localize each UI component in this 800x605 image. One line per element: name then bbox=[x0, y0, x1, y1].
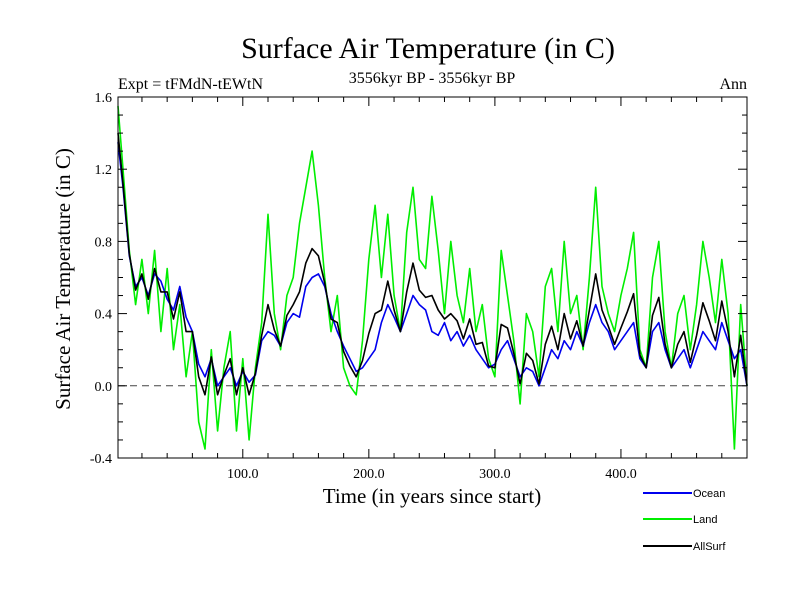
experiment-label: Expt = tFMdN-tEWtN bbox=[118, 76, 263, 93]
x-tick-label: 100.0 bbox=[227, 467, 259, 482]
period-label: 3556kyr BP - 3556kyr BP bbox=[349, 70, 516, 87]
y-tick-label: 1.6 bbox=[95, 91, 113, 106]
legend-label-ocean: Ocean bbox=[693, 488, 725, 500]
plot-area bbox=[117, 105, 748, 450]
y-tick-label: 0.8 bbox=[95, 235, 113, 250]
series-line-land bbox=[117, 105, 748, 450]
y-tick-label: 0.0 bbox=[95, 380, 113, 395]
y-axis-label: Surface Air Temperature (in C) bbox=[51, 148, 75, 410]
chart-title: Surface Air Temperature (in C) bbox=[241, 32, 615, 65]
legend-label-allsurf: AllSurf bbox=[693, 541, 726, 553]
axes: 100.0 200.0 300.0 400.0 -0.4 0.0 0.4 0.8 1.2 1.6 bbox=[90, 91, 748, 482]
legend: Ocean Land AllSurf bbox=[643, 488, 726, 553]
x-axis-label: Time (in years since start) bbox=[323, 484, 542, 508]
y-tick-label: 1.2 bbox=[95, 163, 113, 178]
y-tick-label: 0.4 bbox=[95, 308, 113, 323]
y-tick-label: -0.4 bbox=[90, 452, 112, 467]
series-line-allsurf bbox=[117, 133, 748, 396]
season-label: Ann bbox=[719, 76, 747, 93]
x-tick-label: 300.0 bbox=[479, 467, 511, 482]
series-line-ocean bbox=[117, 142, 748, 387]
x-tick-label: 400.0 bbox=[605, 467, 637, 482]
x-tick-label: 200.0 bbox=[353, 467, 385, 482]
legend-label-land: Land bbox=[693, 514, 717, 526]
